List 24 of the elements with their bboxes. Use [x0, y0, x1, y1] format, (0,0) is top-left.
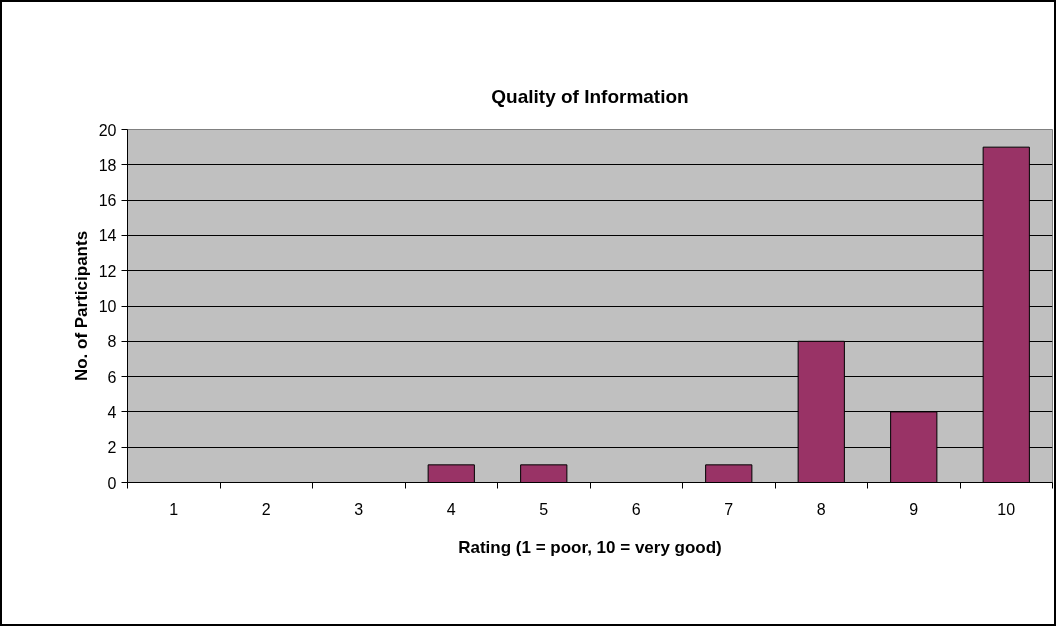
- y-tick-label: 2: [107, 439, 117, 457]
- y-tick-label: 20: [98, 121, 117, 139]
- x-tick-label: 5: [539, 500, 549, 518]
- x-tick-label: 10: [997, 500, 1016, 518]
- x-tick-label: 6: [631, 500, 641, 518]
- x-axis-title: Rating (1 = poor, 10 = very good): [458, 537, 722, 557]
- y-tick-label: 6: [107, 368, 117, 386]
- y-tick-label: 8: [107, 333, 117, 351]
- y-tick-label: 16: [98, 192, 117, 210]
- x-tick-label: 7: [724, 500, 734, 518]
- x-tick-label: 4: [446, 500, 456, 518]
- x-tick-label: 8: [816, 500, 826, 518]
- x-tick-label: 9: [909, 500, 919, 518]
- y-tick-label: 4: [107, 403, 117, 421]
- y-tick-label: 14: [98, 227, 117, 245]
- y-tick-label: 10: [98, 298, 117, 315]
- y-axis-title: No. of Participants: [71, 230, 91, 382]
- x-tick-label: 1: [169, 500, 179, 518]
- x-tick-label: 2: [261, 500, 271, 518]
- y-tick-label: 12: [98, 262, 117, 280]
- chart-title: Quality of Information: [491, 86, 689, 107]
- y-tick-label: 0: [107, 474, 117, 492]
- x-tick-label: 3: [354, 500, 364, 518]
- y-tick-label: 18: [98, 156, 117, 174]
